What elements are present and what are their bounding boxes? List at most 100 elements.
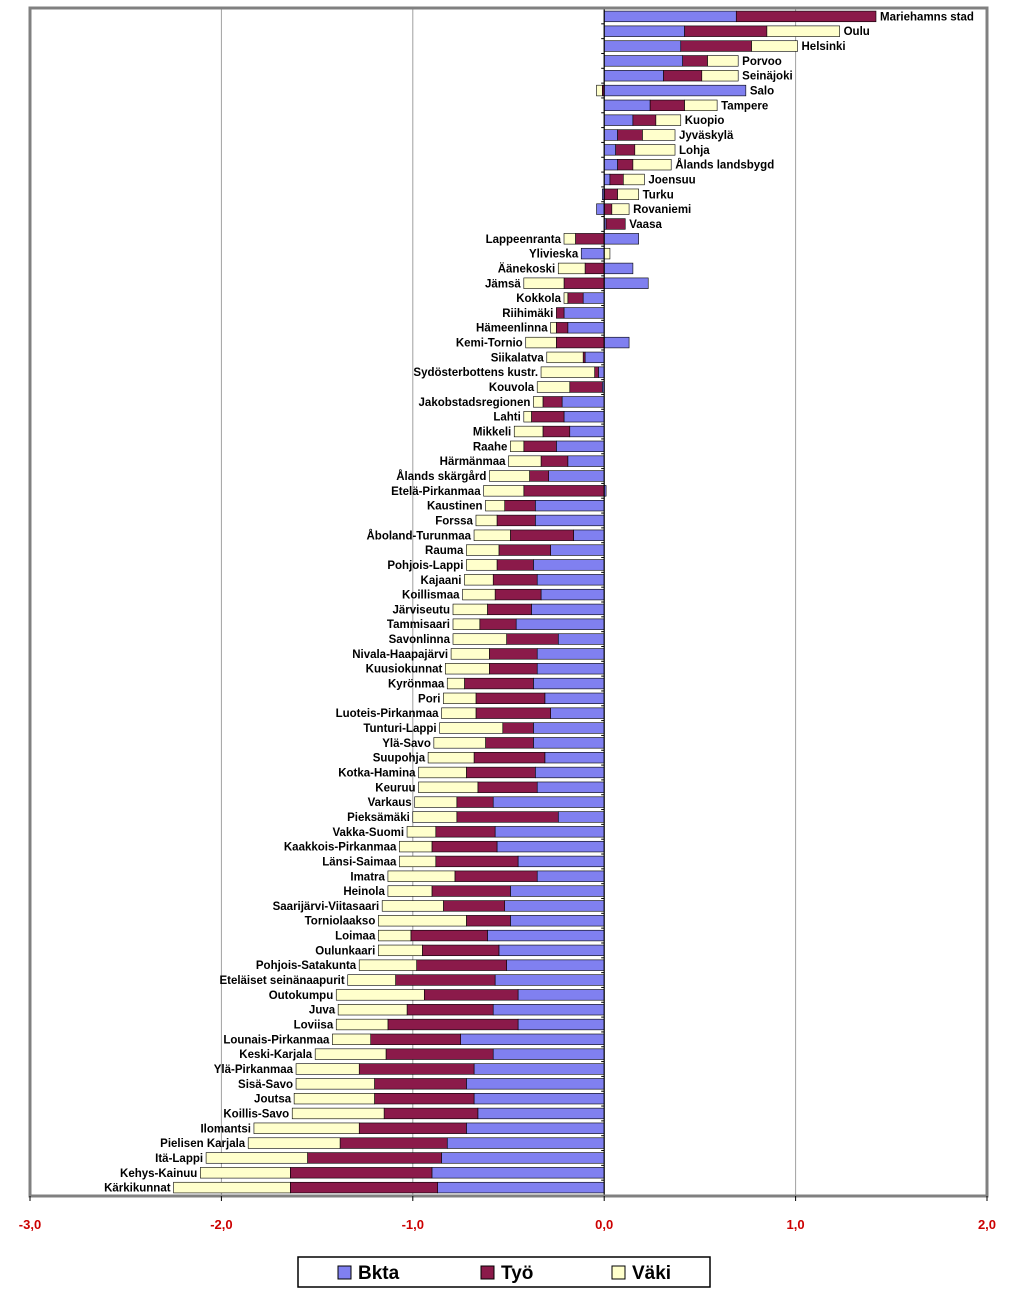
bar-segment — [466, 1122, 605, 1134]
bar-segment — [533, 559, 605, 571]
category-label: Ålands landsbygd — [675, 159, 774, 172]
bar-segment — [383, 1107, 479, 1120]
bar-segment — [642, 129, 676, 141]
category-label: Nivala-Haapajärvi — [352, 649, 448, 661]
bar-segment — [506, 959, 605, 971]
bar-segment — [479, 618, 517, 630]
bar-segment — [517, 855, 605, 868]
plot-area — [30, 8, 987, 1196]
bar-segment — [378, 915, 467, 927]
bar-segment — [416, 959, 507, 971]
bar-segment — [460, 1033, 605, 1045]
bar-segment — [766, 25, 840, 37]
bar-segment — [293, 1093, 375, 1105]
bar-segment — [494, 826, 605, 838]
category-label: Keski-Karjala — [239, 1049, 312, 1061]
category-label: Tammisaari — [387, 619, 450, 631]
bar-segment — [422, 944, 500, 957]
bar-segment — [489, 663, 538, 675]
bar-segment — [464, 677, 534, 690]
bar-segment — [563, 292, 569, 304]
bar-segment — [533, 677, 605, 690]
category-label: Varkaus — [368, 797, 412, 809]
bar-segment — [335, 1018, 389, 1031]
bar-segment — [498, 544, 551, 556]
bar-segment — [598, 366, 605, 378]
category-label: Mariehamns stad — [880, 11, 974, 23]
category-label: Helsinki — [802, 41, 846, 53]
bar-segment — [414, 796, 458, 808]
category-label: Vakka-Suomi — [332, 827, 404, 839]
bar-segment — [466, 559, 498, 571]
bar-segment — [443, 900, 505, 912]
bar-segment — [454, 870, 538, 882]
category-label: Pohjois-Satakunta — [256, 960, 357, 972]
bar-segment — [464, 574, 494, 586]
category-label: Porvoo — [742, 56, 782, 68]
bar-segment — [603, 84, 747, 97]
bar-segment — [290, 1181, 438, 1194]
category-label: Savonlinna — [389, 634, 451, 646]
bar-segment — [173, 1181, 291, 1194]
category-label: Imatra — [350, 871, 385, 883]
bar-segment — [603, 114, 634, 126]
bar-segment — [557, 633, 605, 645]
bar-segment — [475, 707, 551, 719]
bar-segment — [603, 233, 639, 245]
category-label: Mikkeli — [473, 427, 511, 439]
bar-segment — [489, 470, 530, 482]
category-label: Kaakkois-Pirkanmaa — [284, 842, 397, 854]
bar-segment — [247, 1137, 341, 1149]
bar-segment — [496, 514, 536, 527]
bar-segment — [603, 10, 737, 23]
bar-segment — [291, 1107, 385, 1120]
category-label: Riihimäki — [502, 308, 553, 320]
bar-segment — [584, 351, 605, 364]
bar-segment — [314, 1048, 387, 1060]
bar-segment — [556, 336, 605, 349]
bar-segment — [540, 588, 605, 601]
bar-segment — [563, 233, 576, 245]
bar-segment — [680, 40, 752, 52]
bar-segment — [508, 455, 542, 467]
bar-segment — [452, 618, 481, 630]
bar-segment — [544, 752, 605, 764]
category-label: Kuopio — [685, 115, 725, 127]
bar-segment — [335, 989, 425, 1001]
bar-segment — [655, 114, 682, 126]
bar-segment — [473, 1063, 605, 1075]
bar-segment — [603, 70, 664, 82]
bar-segment — [504, 500, 536, 512]
bar-segment — [433, 737, 486, 749]
bar-segment — [523, 485, 605, 497]
bar-segment — [544, 692, 605, 704]
bar-segment — [542, 396, 563, 408]
bar-segment — [492, 796, 605, 808]
bar-segment — [523, 411, 532, 423]
bar-segment — [431, 840, 498, 853]
bar-segment — [603, 336, 630, 349]
bar-segment — [603, 247, 611, 260]
bar-segment — [533, 737, 605, 749]
bar-segment — [603, 173, 611, 186]
category-label: Pieksämäki — [347, 812, 410, 824]
bar-segment — [548, 470, 605, 482]
x-tick-label: 1,0 — [787, 1217, 805, 1232]
bar-segment — [603, 99, 651, 111]
bar-segment — [603, 188, 618, 200]
category-label: Ålands skärgård — [396, 470, 486, 483]
bar-segment — [510, 529, 574, 541]
bar-segment — [525, 336, 557, 349]
bar-segment — [374, 1093, 475, 1105]
bar-segment — [596, 203, 605, 215]
bar-segment — [603, 25, 685, 37]
bar-segment — [550, 544, 605, 556]
category-label: Juva — [309, 1005, 336, 1017]
bar-segment — [387, 885, 433, 897]
category-label: Rauma — [425, 545, 464, 557]
category-label: Keuruu — [375, 782, 415, 794]
bar-segment — [339, 1137, 448, 1149]
bar-segment — [332, 1033, 371, 1045]
